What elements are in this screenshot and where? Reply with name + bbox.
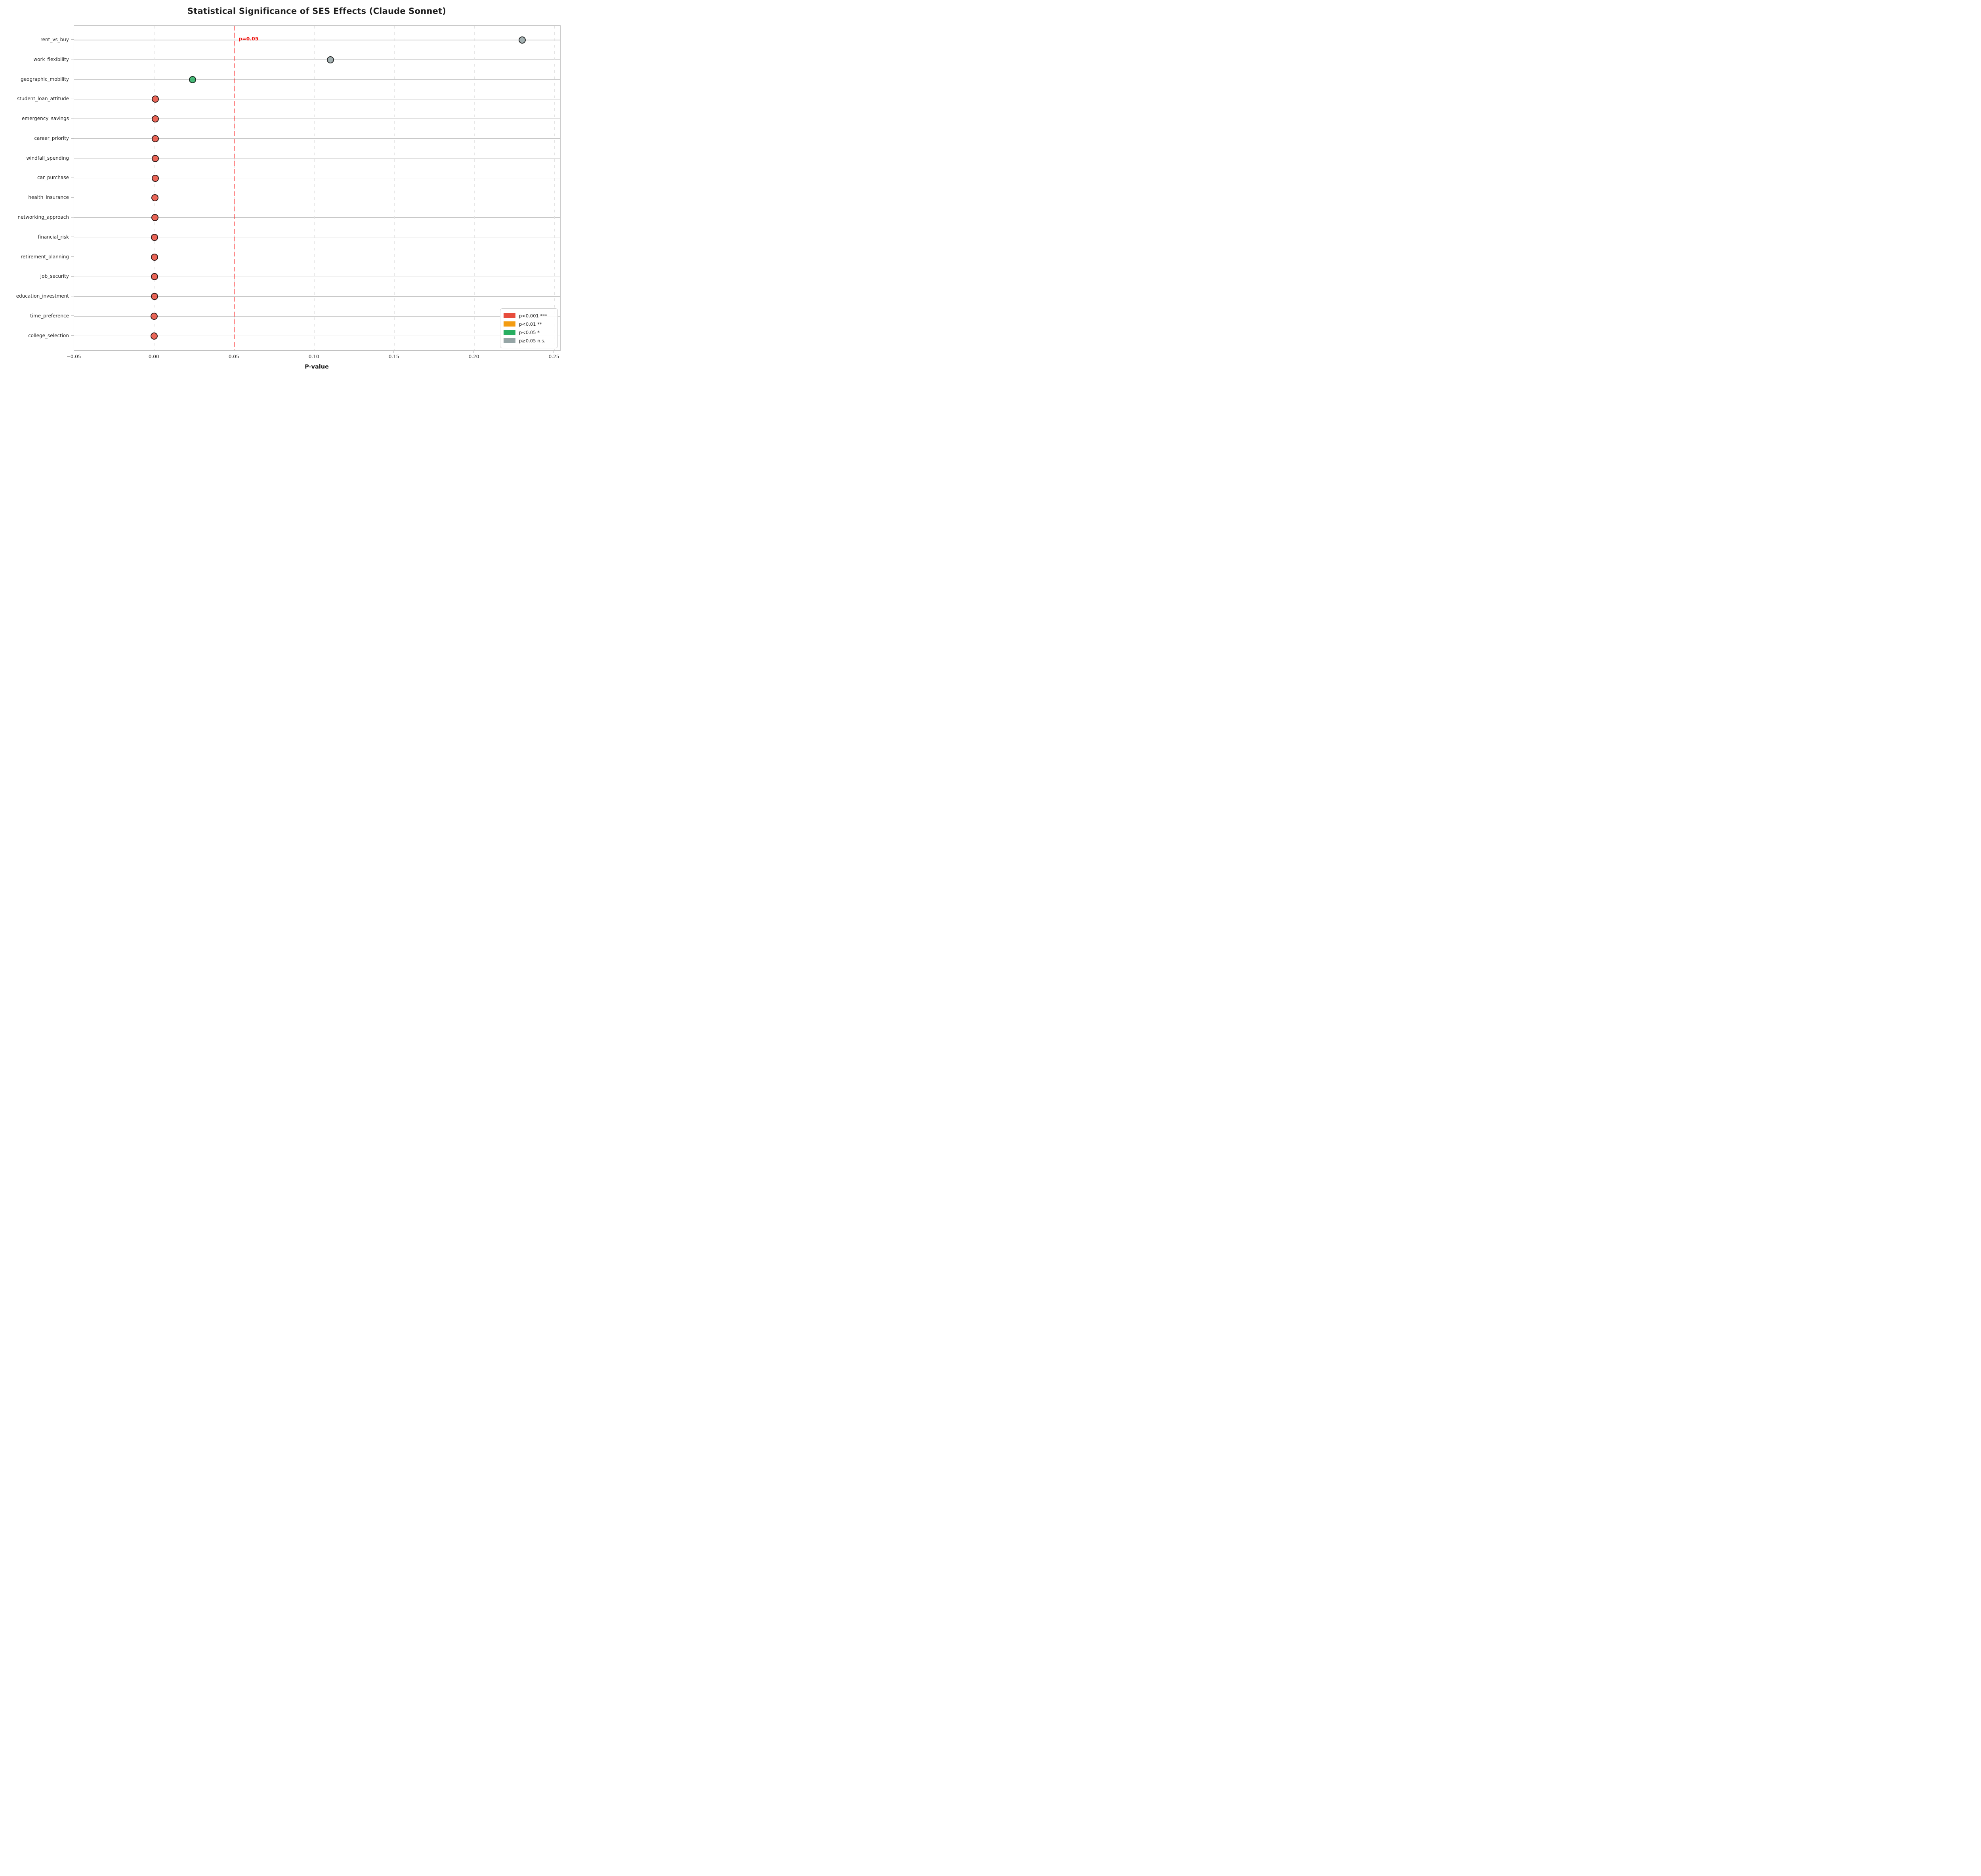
y-tick-label-networking_approach: networking_approach: [17, 214, 69, 220]
legend-label: p≥0.05 n.s.: [519, 338, 546, 344]
x-gridline: [314, 26, 315, 350]
legend-item: p<0.001 ***: [504, 311, 554, 320]
legend-swatch-ns: [504, 338, 515, 343]
data-point-rent_vs_buy: [519, 36, 526, 44]
y-tick-label-education_investment: education_investment: [16, 293, 69, 299]
y-tick-mark: [71, 256, 74, 257]
data-point-student_loan_attitude: [152, 96, 159, 103]
figure: Statistical Significance of SES Effects …: [0, 0, 565, 375]
legend-swatch-**: [504, 321, 515, 327]
y-tick-mark: [71, 39, 74, 40]
legend-item: p≥0.05 n.s.: [504, 336, 554, 345]
y-tick-label-retirement_planning: retirement_planning: [21, 254, 69, 260]
y-tick-label-job_security: job_security: [40, 273, 69, 279]
data-point-health_insurance: [151, 194, 159, 202]
y-tick-label-financial_risk: financial_risk: [38, 234, 69, 240]
data-point-job_security: [151, 273, 158, 281]
data-point-time_preference: [151, 312, 158, 320]
x-tick-mark: [553, 350, 554, 353]
legend-swatch-***: [504, 313, 515, 318]
legend-label: p<0.01 **: [519, 321, 542, 327]
x-tick-label: −0.05: [66, 354, 81, 359]
y-gridline: [74, 118, 560, 119]
chart-title: Statistical Significance of SES Effects …: [187, 6, 447, 16]
y-gridline: [74, 217, 560, 218]
data-point-career_priority: [152, 135, 159, 142]
y-tick-mark: [71, 315, 74, 316]
y-tick-label-rent_vs_buy: rent_vs_buy: [40, 37, 69, 42]
y-gridline: [74, 59, 560, 60]
x-gridline: [154, 26, 155, 350]
legend-item: p<0.01 **: [504, 320, 554, 328]
data-point-geographic_mobility: [189, 76, 197, 83]
y-tick-label-college_selection: college_selection: [28, 332, 69, 338]
y-tick-label-student_loan_attitude: student_loan_attitude: [17, 96, 69, 102]
y-tick-label-car_purchase: car_purchase: [37, 175, 69, 181]
legend-swatch-*: [504, 330, 515, 335]
data-point-education_investment: [151, 293, 158, 300]
legend-label: p<0.001 ***: [519, 313, 547, 319]
threshold-label: p=0.05: [239, 36, 259, 42]
data-point-financial_risk: [151, 233, 158, 241]
data-point-college_selection: [151, 332, 158, 340]
y-tick-label-emergency_savings: emergency_savings: [22, 116, 69, 122]
y-gridline: [74, 79, 560, 80]
data-point-car_purchase: [151, 174, 159, 182]
x-tick-label: 0.25: [548, 354, 559, 359]
y-tick-label-geographic_mobility: geographic_mobility: [21, 76, 69, 82]
y-tick-label-time_preference: time_preference: [30, 313, 69, 319]
legend-label: p<0.05 *: [519, 329, 540, 335]
y-tick-label-career_priority: career_priority: [34, 135, 69, 141]
x-tick-label: 0.00: [148, 354, 159, 359]
x-tick-label: 0.20: [468, 354, 479, 359]
y-gridline: [74, 138, 560, 139]
data-point-work_flexibility: [326, 56, 334, 63]
y-tick-label-health_insurance: health_insurance: [28, 195, 69, 201]
x-tick-mark: [393, 350, 394, 353]
y-tick-mark: [71, 118, 74, 119]
data-point-networking_approach: [151, 214, 158, 221]
significance-threshold-line: [233, 26, 235, 350]
y-tick-label-work_flexibility: work_flexibility: [33, 56, 69, 62]
x-axis-title: P-value: [305, 364, 329, 370]
x-tick-label: 0.10: [308, 354, 319, 359]
y-tick-label-windfall_spending: windfall_spending: [26, 155, 69, 161]
data-point-windfall_spending: [152, 155, 159, 162]
legend: p<0.001 *** p<0.01 ** p<0.05 * p≥0.05 n.s.: [500, 308, 558, 348]
y-gridline: [74, 158, 560, 159]
legend-item: p<0.05 *: [504, 328, 554, 336]
y-tick-mark: [71, 276, 74, 277]
y-tick-mark: [71, 335, 74, 336]
data-point-retirement_planning: [151, 253, 158, 261]
data-point-emergency_savings: [152, 115, 159, 123]
x-tick-mark: [473, 350, 474, 353]
plot-area: p=0.05 p<0.001 *** p<0.01 ** p<0.05 * p≥0.05…: [74, 25, 561, 351]
x-tick-label: 0.05: [228, 354, 239, 359]
x-tick-label: 0.15: [388, 354, 399, 359]
y-tick-mark: [71, 197, 74, 198]
